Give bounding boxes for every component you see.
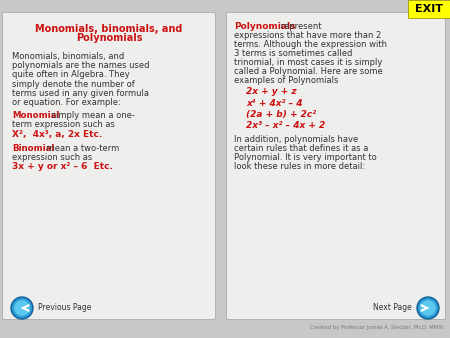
Text: Created by Professor James A. Sinclair, Ph.D. MMXI: Created by Professor James A. Sinclair, … [310, 325, 443, 330]
Text: terms used in any given formula: terms used in any given formula [12, 89, 149, 98]
Circle shape [11, 297, 33, 319]
Text: Next Page: Next Page [373, 304, 412, 313]
Text: Polynomial. It is very important to: Polynomial. It is very important to [234, 153, 377, 162]
Circle shape [417, 297, 439, 319]
Text: expressions that have more than 2: expressions that have more than 2 [234, 31, 381, 40]
Text: In addition, polynomials have: In addition, polynomials have [234, 135, 358, 144]
Text: 3x + y or x² – 6  Etc.: 3x + y or x² – 6 Etc. [12, 162, 113, 171]
Text: called a Polynomial. Here are some: called a Polynomial. Here are some [234, 67, 383, 76]
Circle shape [418, 299, 437, 317]
Text: trinomial, in most cases it is simply: trinomial, in most cases it is simply [234, 58, 382, 67]
Text: Monomial: Monomial [12, 111, 59, 120]
Text: X²,  4x³, a, 2x Etc.: X², 4x³, a, 2x Etc. [12, 129, 102, 139]
Text: 2x + y + z: 2x + y + z [246, 87, 297, 96]
Text: simply mean a one-: simply mean a one- [49, 111, 135, 120]
FancyBboxPatch shape [226, 13, 446, 319]
Text: Monomials, binomials, and: Monomials, binomials, and [35, 24, 183, 34]
Text: 2x³ – x² – 4x + 2: 2x³ – x² – 4x + 2 [246, 121, 325, 130]
Text: Binomial: Binomial [12, 144, 54, 153]
Text: terms. Although the expression with: terms. Although the expression with [234, 40, 387, 49]
FancyBboxPatch shape [3, 13, 216, 319]
Text: simply denote the number of: simply denote the number of [12, 80, 135, 89]
Text: represent: represent [278, 22, 321, 31]
Text: Previous Page: Previous Page [38, 304, 91, 313]
Text: Polynomials: Polynomials [76, 33, 142, 43]
Text: x⁴ + 4x² – 4: x⁴ + 4x² – 4 [246, 98, 302, 107]
Text: look these rules in more detail:: look these rules in more detail: [234, 162, 365, 171]
Text: expression such as: expression such as [12, 153, 92, 162]
Text: or equation. For example:: or equation. For example: [12, 98, 121, 107]
Text: (2a + b) + 2c²: (2a + b) + 2c² [246, 110, 316, 119]
Text: Monomials, binomials, and: Monomials, binomials, and [12, 52, 124, 61]
Text: EXIT: EXIT [415, 4, 443, 14]
Text: certain rules that defines it as a: certain rules that defines it as a [234, 144, 369, 153]
Text: quite often in Algebra. They: quite often in Algebra. They [12, 70, 130, 79]
Text: term expression such as: term expression such as [12, 120, 115, 129]
Text: mean a two-term: mean a two-term [44, 144, 119, 153]
Text: examples of Polynomials: examples of Polynomials [234, 76, 338, 85]
Circle shape [421, 301, 435, 315]
FancyBboxPatch shape [408, 0, 450, 18]
Circle shape [13, 299, 32, 317]
Circle shape [15, 301, 29, 315]
Text: polynomials are the names used: polynomials are the names used [12, 61, 149, 70]
Text: 3 terms is sometimes called: 3 terms is sometimes called [234, 49, 352, 58]
Text: Polynomials: Polynomials [234, 22, 296, 31]
